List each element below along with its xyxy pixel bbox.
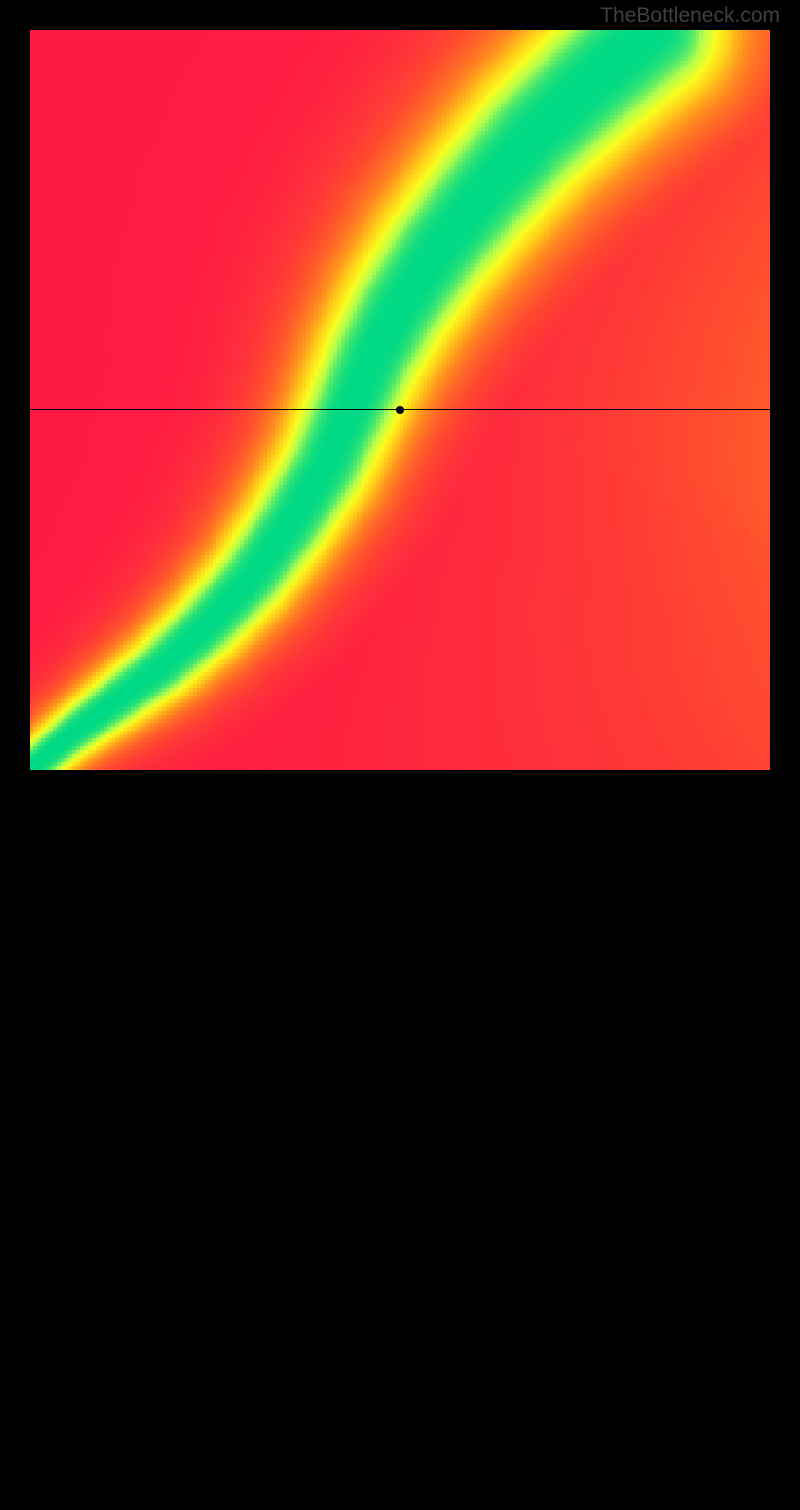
- heatmap-plot: [30, 30, 770, 770]
- crosshair-vertical: [400, 770, 401, 1510]
- heatmap-canvas: [30, 30, 770, 770]
- data-point-marker: [396, 406, 404, 414]
- attribution-text: TheBottleneck.com: [600, 4, 780, 28]
